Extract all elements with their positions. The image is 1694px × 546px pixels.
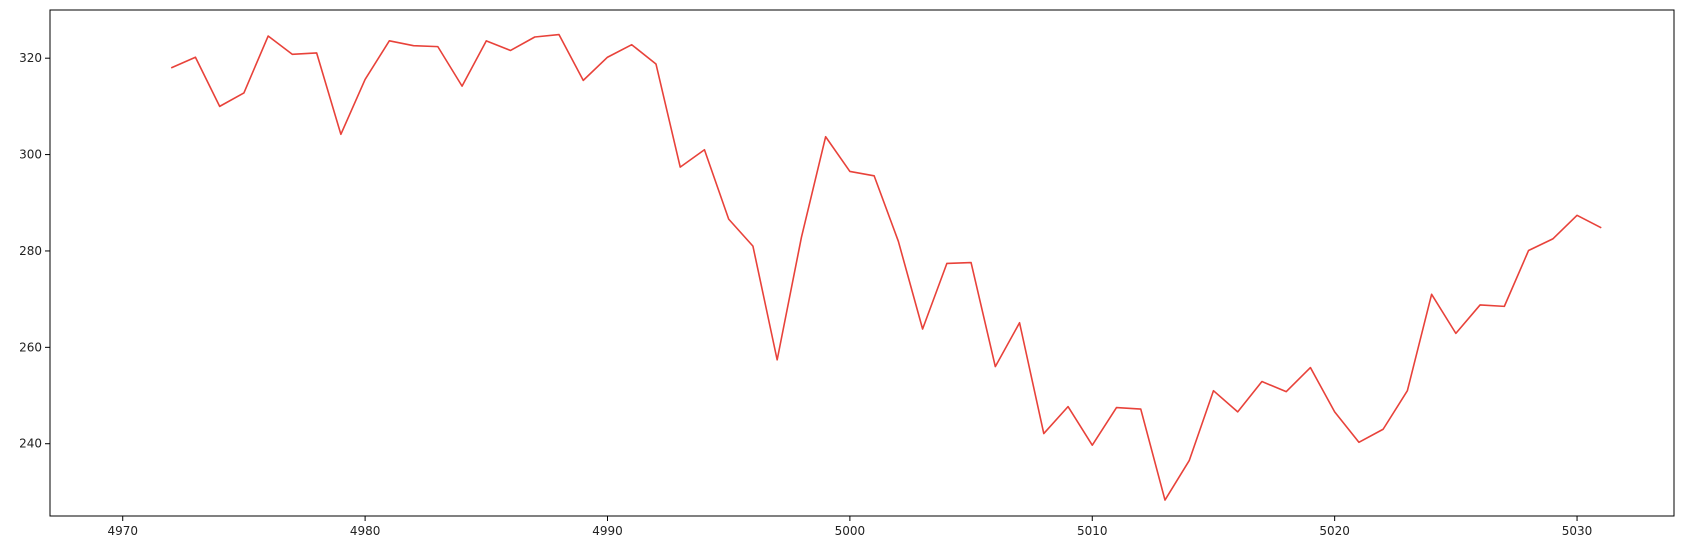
x-tick-label: 5010 [1077, 524, 1108, 538]
series-line [170, 33, 1602, 501]
x-axis-ticks: 4970 4980 4990 5000 5010 5020 5030 [107, 516, 1592, 538]
x-tick-label: 5020 [1319, 524, 1350, 538]
x-tick-label: 5030 [1562, 524, 1593, 538]
x-tick-label: 4980 [350, 524, 381, 538]
x-tick-label: 4970 [107, 524, 138, 538]
y-tick-label: 300 [19, 148, 42, 162]
y-axis-ticks: 240 260 280 300 320 [19, 51, 50, 451]
y-tick-label: 240 [19, 437, 42, 451]
x-tick-label: 4990 [592, 524, 623, 538]
y-tick-label: 280 [19, 244, 42, 258]
plot-background [50, 10, 1674, 516]
y-tick-label: 320 [19, 51, 42, 65]
y-tick-label: 260 [19, 340, 42, 354]
plot-frame [49, 9, 1675, 517]
x-tick-label: 5000 [835, 524, 866, 538]
